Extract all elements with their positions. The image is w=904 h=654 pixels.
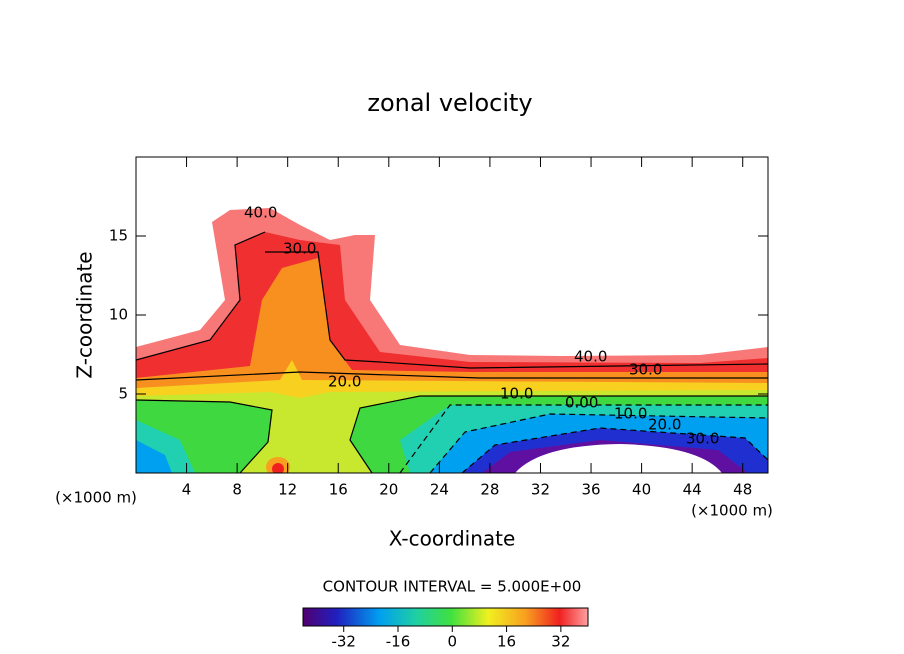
x-tick-label: 48 <box>733 481 752 499</box>
x-tick-label: 24 <box>430 481 449 499</box>
x-tick-label: 8 <box>232 481 242 499</box>
y-tick-label: 10 <box>109 306 128 324</box>
contour-label: 40.0 <box>244 204 277 222</box>
x-tick-label: 32 <box>531 481 550 499</box>
contour-label: 0.00 <box>565 394 598 412</box>
colorbar-tick-label: 32 <box>551 633 570 651</box>
contour-label: 20.0 <box>648 416 681 434</box>
colorbar <box>302 607 589 627</box>
colorbar-tick-label: -16 <box>386 633 411 651</box>
x-tick-label: 16 <box>329 481 348 499</box>
chart-title: zonal velocity <box>367 89 532 117</box>
x-tick-label: 28 <box>480 481 499 499</box>
contour-label: 40.0 <box>574 348 607 366</box>
x-tick-label: 20 <box>379 481 398 499</box>
x-tick-label: 40 <box>632 481 651 499</box>
x-tick-label: 44 <box>683 481 702 499</box>
x-axis-label: X-coordinate <box>389 527 516 551</box>
contour-label: 10.0 <box>614 405 647 423</box>
contour-label: 20.0 <box>328 373 361 391</box>
colorbar-tick-label: 0 <box>448 633 458 651</box>
contour-label: 10.0 <box>500 385 533 403</box>
contour-label: 30.0 <box>686 430 719 448</box>
contour-field <box>136 208 768 473</box>
contour-label: 30.0 <box>629 361 662 379</box>
y-axis-label: Z-coordinate <box>73 251 97 378</box>
y-tick-label: 5 <box>118 385 128 403</box>
x-tick-label: 4 <box>182 481 192 499</box>
x-tick-label: 12 <box>278 481 297 499</box>
y-tick-label: 15 <box>109 227 128 245</box>
contour-label: 30.0 <box>283 240 316 258</box>
x-tick-label: 36 <box>581 481 600 499</box>
colorbar-tick-label: 16 <box>497 633 516 651</box>
x-unit-label: (×1000 m) <box>691 502 773 520</box>
colorbar-tick-label: -32 <box>331 633 356 651</box>
x-unit-label: (×1000 m) <box>55 489 137 507</box>
contour-interval: CONTOUR INTERVAL = 5.000E+00 <box>323 578 582 596</box>
